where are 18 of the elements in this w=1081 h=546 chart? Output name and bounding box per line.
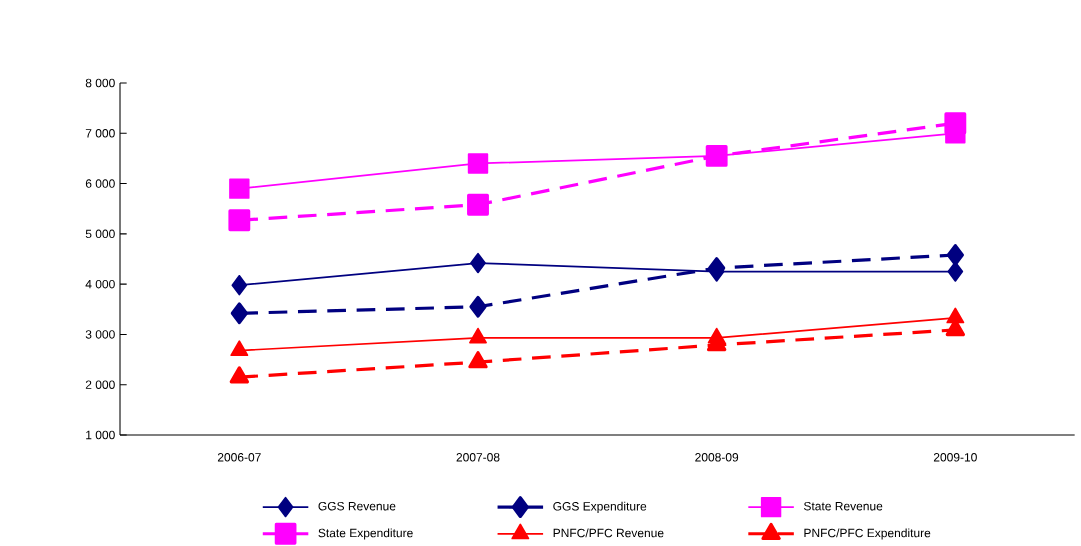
- legend-label: PNFC/PFC Expenditure: [804, 528, 931, 540]
- y-tick-label: 2 000: [85, 380, 115, 390]
- x-tick-label: 2006-07: [217, 453, 261, 462]
- y-tick-label: 8 000: [85, 78, 115, 88]
- y-tick-label: 6 000: [85, 179, 115, 188]
- x-tick-label: 2008-09: [695, 453, 739, 462]
- y-tick-label: 3 000: [85, 330, 115, 339]
- legend-label: GGS Expenditure: [553, 501, 647, 514]
- x-tick-label: 2009-10: [933, 453, 977, 462]
- y-tick-label: 5 000: [85, 229, 115, 239]
- legend-label: State Expenditure: [318, 528, 413, 540]
- y-tick-label: 4 000: [85, 280, 115, 289]
- legend-label: PNFC/PFC Revenue: [553, 528, 664, 538]
- y-tick-label: 1 000: [86, 430, 115, 440]
- y-tick-label: 7 000: [85, 129, 115, 138]
- x-tick-label: 2007-08: [456, 453, 500, 462]
- legend-label: State Revenue: [803, 502, 883, 511]
- legend-label: GGS Revenue: [318, 502, 396, 511]
